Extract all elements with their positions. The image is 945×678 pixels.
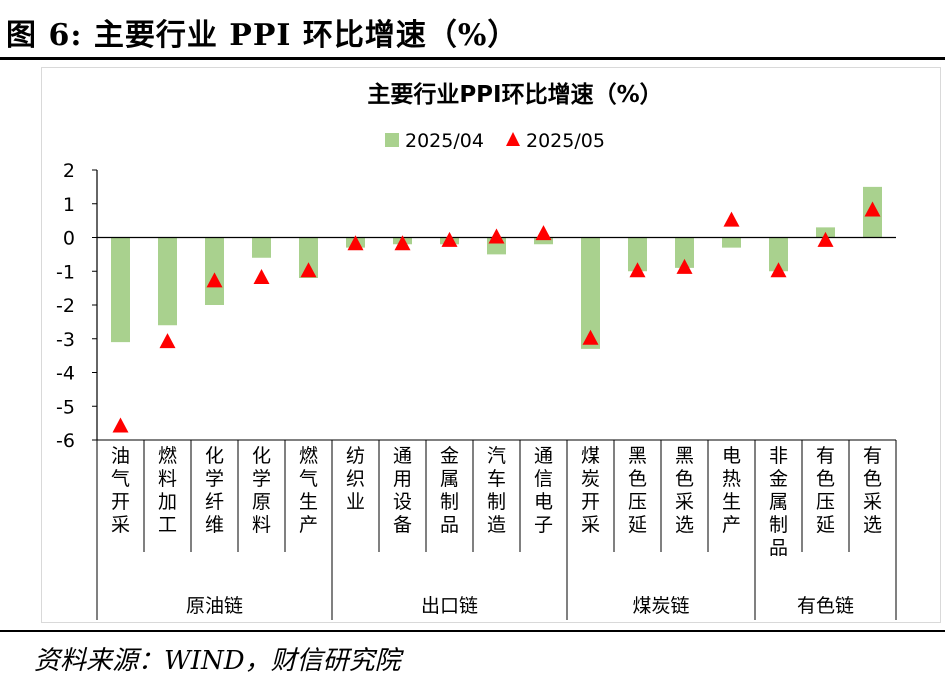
x-tick-label: 有色压延 [816,445,835,536]
y-tick-label: -4 [56,363,75,385]
x-tick-label: 有色采选 [863,445,882,536]
bar-燃气生产 [299,237,318,278]
y-tick-label: 1 [63,194,75,216]
bar-电热生产 [722,237,741,248]
legend-label-2025-04: 2025/04 [405,130,484,152]
x-tick-label: 非金属制品 [769,445,788,559]
marker-series [112,201,881,433]
x-tick-label: 化学纤维 [205,445,224,536]
bar-燃料加工 [158,237,177,326]
bar-煤炭开采 [581,237,600,349]
figure-title: 图 6: 主要行业 PPI 环比增速（%） [6,18,519,53]
group-label: 有色链 [797,595,854,617]
source-note: 资料来源：WIND，财信研究院 [34,646,401,676]
group-label: 原油链 [186,595,243,617]
marker-有色压延 [817,231,834,247]
x-tick-label: 煤炭开采 [581,445,600,536]
y-tick-label: -1 [56,261,75,283]
marker-煤炭开采 [582,329,599,345]
x-tick-label: 通信电子 [534,445,553,536]
bar-化学纤维 [205,237,224,305]
marker-化学纤维 [206,272,223,288]
y-tick-label: -5 [56,396,75,418]
y-tick-label: 0 [63,228,75,250]
x-tick-label: 汽车制造 [487,445,506,536]
group-label: 煤炭链 [632,595,689,617]
marker-燃料加工 [159,333,176,349]
x-tick-label: 电热生产 [722,445,741,536]
marker-电热生产 [723,211,740,227]
bar-黑色压延 [628,237,647,272]
y-axis: 2 1 0 -1 -2 -3 -4 -5 -6 [56,160,98,452]
marker-汽车制造 [488,228,505,244]
chart-frame [41,67,941,623]
bar-化学原料 [252,237,271,258]
bar-非金属制品 [769,237,788,272]
x-tick-label: 通用设备 [393,445,412,536]
x-tick-label: 黑色压延 [628,445,647,536]
marker-通用设备 [394,235,411,251]
y-tick-label: -6 [56,430,75,452]
bar-黑色采选 [675,237,694,268]
chart: 主要行业PPI环比增速（%） 2025/04 2025/05 2 1 0 -1 -2 -3… [56,81,897,620]
x-tick-label: 燃气生产 [299,445,318,536]
marker-通信电子 [535,225,552,241]
x-axis: 油气开采燃料加工化学纤维化学原料燃气生产纺织业通用设备金属制品汽车制造通信电子煤… [96,439,897,620]
legend: 2025/04 2025/05 [385,130,605,152]
chart-title: 主要行业PPI环比增速（%） [367,81,662,108]
legend-swatch-bar [385,133,399,147]
title-rule [0,57,945,60]
marker-化学原料 [253,269,270,284]
marker-有色采选 [864,201,881,217]
x-tick-label: 油气开采 [111,445,130,536]
x-tick-label: 纺织业 [346,445,365,513]
y-tick-label: -3 [56,329,75,351]
y-tick-label: -2 [56,295,75,317]
bar-通信电子 [534,237,553,245]
marker-燃气生产 [300,262,317,278]
y-tick-label: 2 [63,160,75,182]
group-label: 出口链 [421,595,478,617]
marker-油气开采 [112,417,129,433]
marker-黑色采选 [676,258,693,274]
legend-swatch-triangle [506,132,520,146]
marker-非金属制品 [770,262,787,278]
marker-黑色压延 [629,262,646,278]
x-tick-label: 黑色采选 [675,445,694,536]
marker-纺织业 [347,235,364,251]
source-rule [0,630,945,632]
x-tick-label: 化学原料 [252,445,271,536]
marker-金属制品 [441,231,458,247]
x-tick-label: 燃料加工 [158,445,177,536]
legend-label-2025-05: 2025/05 [526,130,605,152]
bar-油气开采 [111,237,130,343]
x-tick-label: 金属制品 [440,445,459,536]
